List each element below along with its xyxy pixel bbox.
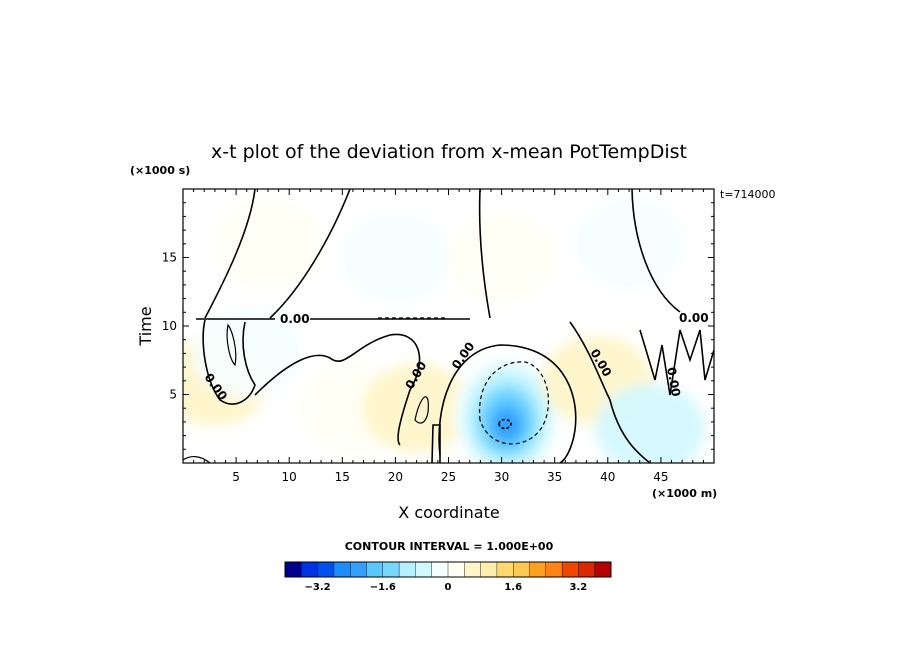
x-tick-label: 45 — [653, 470, 668, 484]
x-tick-label: 5 — [232, 470, 240, 484]
colorbar-cell — [480, 561, 498, 578]
field-upper-right-cold — [574, 198, 685, 289]
colorbar-cell — [333, 561, 351, 578]
contour-bottom-left — [183, 456, 211, 463]
contour-label-1: 0.00 — [280, 312, 310, 326]
colorbar-tick-label: −1.6 — [370, 582, 396, 593]
contour-zero-left-lobe — [202, 319, 256, 405]
colorbar-cell — [350, 561, 368, 578]
contour-zero-right-tongue — [569, 321, 651, 463]
colorbar-cell — [431, 561, 449, 578]
field-upper-left-warm — [212, 198, 323, 289]
x-tick-label: 35 — [547, 470, 562, 484]
contour-zero-vortex-outer — [438, 344, 577, 463]
contour-label-7: 0.00 — [664, 366, 683, 398]
y-tick-label: 10 — [162, 319, 177, 333]
colorbar-tick-label: 1.6 — [504, 582, 522, 593]
colorbar-cell — [578, 561, 596, 578]
x-tick-label: 20 — [388, 470, 403, 484]
x-tick-label: 15 — [335, 470, 350, 484]
colorbar-cell — [366, 561, 384, 578]
y-axis-label: Time — [136, 306, 155, 346]
contour-zero-upper-mid — [269, 189, 351, 319]
y-tick-label: 15 — [162, 251, 177, 265]
x-tick-label: 10 — [282, 470, 297, 484]
field-lower-right-cold — [595, 383, 706, 463]
vortex-level — [492, 407, 522, 442]
x-tick-label: 40 — [600, 470, 615, 484]
field-upper-cold-band — [340, 212, 451, 303]
x-tick-label: 25 — [441, 470, 456, 484]
colorbar-cell — [529, 561, 547, 578]
heatmap-field — [183, 189, 714, 463]
colorbar-cell — [561, 561, 579, 578]
colorbar-cell — [284, 561, 302, 578]
contour-interval: CONTOUR INTERVAL = 1.000E+00 — [345, 540, 554, 553]
field-narrow-warm-streak — [361, 363, 472, 454]
contour-zero-upper-right — [478, 189, 491, 319]
x-axis-label: X coordinate — [398, 503, 499, 522]
contour-zero-middle-arc — [254, 333, 421, 446]
x-unit-label: (×1000 m) — [652, 487, 717, 500]
colorbar-cell — [545, 561, 563, 578]
contour-label-6: 0.00 — [679, 311, 709, 325]
contour-zero-upper-far — [631, 189, 681, 313]
colorbar-cell — [301, 561, 319, 578]
contour-zero-upper-left — [204, 189, 256, 319]
colorbar-cell — [464, 561, 482, 578]
field-lower-left-cold — [191, 308, 302, 399]
contour-small-loop — [226, 323, 237, 367]
colorbar-tick-label: 3.2 — [570, 582, 588, 593]
x-tick-label: 30 — [494, 470, 509, 484]
y-tick-label: 5 — [169, 388, 177, 402]
colorbar-cell — [496, 561, 514, 578]
colorbar-cell — [594, 561, 612, 578]
contour-negative-core — [498, 418, 512, 430]
axes: 5 10 15 20 25 30 35 40 45 5 10 15 — [162, 189, 714, 484]
colorbar-tick-label: −3.2 — [305, 582, 331, 593]
field-upper-middle-warm — [446, 212, 557, 303]
colorbar-tick-label: 0 — [445, 582, 452, 593]
contour-zero-right-wiggles — [639, 329, 714, 396]
colorbar-cell — [317, 561, 335, 578]
colorbar: −3.2 −1.6 0 1.6 3.2 — [284, 561, 612, 593]
chart-title: x-t plot of the deviation from x-mean Po… — [211, 141, 687, 163]
colorbar-cell — [382, 561, 400, 578]
colorbar-cell — [398, 561, 416, 578]
time-stamp: t=714000 — [720, 188, 776, 201]
colorbar-frame — [284, 561, 612, 578]
colorbar-cell — [513, 561, 531, 578]
contour-zero-streak — [431, 424, 441, 463]
contour-streak-loop — [414, 396, 429, 424]
y-unit-label: (×1000 s) — [130, 164, 190, 177]
contour-lines — [183, 189, 714, 463]
colorbar-cell — [415, 561, 433, 578]
colorbar-cell — [447, 561, 465, 578]
